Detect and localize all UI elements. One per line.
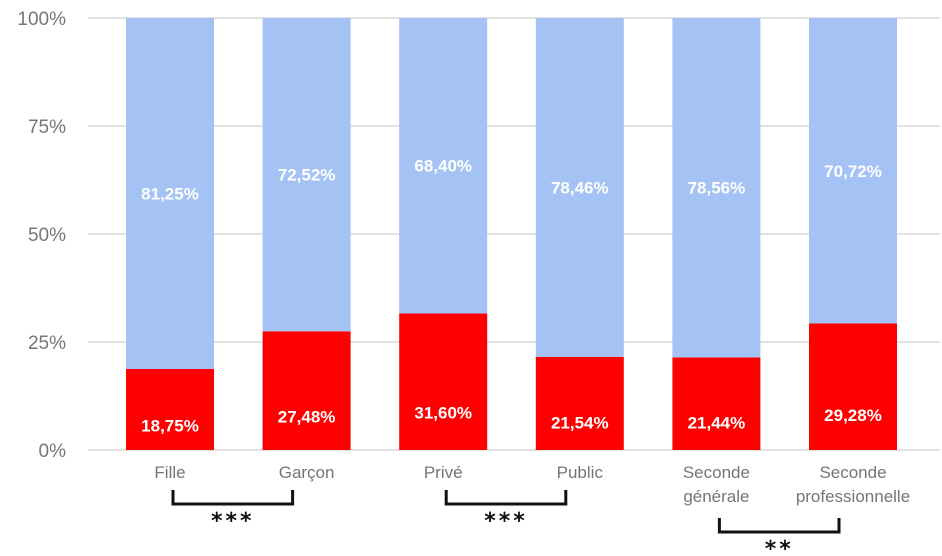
y-tick-label: 0% [39,441,67,462]
data-label: 81,25% [141,185,199,204]
y-axis: 0% 25% 50% 75% 100% [17,9,66,462]
bar-segment [672,18,761,358]
gridlines [88,17,940,451]
x-tick-label: Privé [424,463,463,482]
y-tick-label: 25% [28,333,66,354]
data-label: 68,40% [414,157,472,176]
bar-segment [809,18,897,324]
x-tick-label: Public [557,463,604,482]
x-axis: Fille Garçon Privé Public Seconde générale Sec… [154,463,910,506]
data-label: 78,56% [688,179,746,198]
data-label: 21,54% [551,414,609,433]
bar-segment [126,369,214,450]
data-label: 18,75% [141,416,199,435]
significance-bracket [444,490,568,506]
significance-label: *** [484,509,528,534]
data-label: 31,60% [414,404,472,423]
bar-segment [262,331,351,450]
x-tick-label: Seconde [819,463,886,482]
data-label: 29,28% [824,406,882,425]
significance-bracket [171,490,295,506]
bar-segment [399,18,488,314]
significance-label: ** [765,537,794,556]
x-tick-label: professionnelle [796,487,910,506]
significance-brackets: *** ***** [171,490,841,556]
x-tick-label: Seconde [683,463,750,482]
x-tick-label: générale [683,487,749,506]
significance-bracket [717,518,841,534]
bar-segment [262,18,351,332]
bar-segment [672,357,761,450]
x-tick-label: Garçon [279,463,335,482]
bar-segment [399,313,488,450]
data-label: 70,72% [824,162,882,181]
data-label: 27,48% [278,408,336,427]
data-label: 21,44% [688,414,746,433]
significance-label: *** [211,509,255,534]
y-tick-label: 75% [28,117,66,138]
bar-segment [809,323,897,450]
data-label: 78,46% [551,178,609,197]
x-tick-label: Fille [154,463,185,482]
bars: 18,75% 81,25% 27,48% 72,52% 31,60% 68,40% 21,5… [126,18,897,450]
data-label: 72,52% [278,166,336,185]
bar-segment [535,356,624,450]
y-tick-label: 50% [28,225,66,246]
y-tick-label: 100% [17,9,66,30]
bar-segment [126,18,214,369]
bar-segment [535,18,624,357]
